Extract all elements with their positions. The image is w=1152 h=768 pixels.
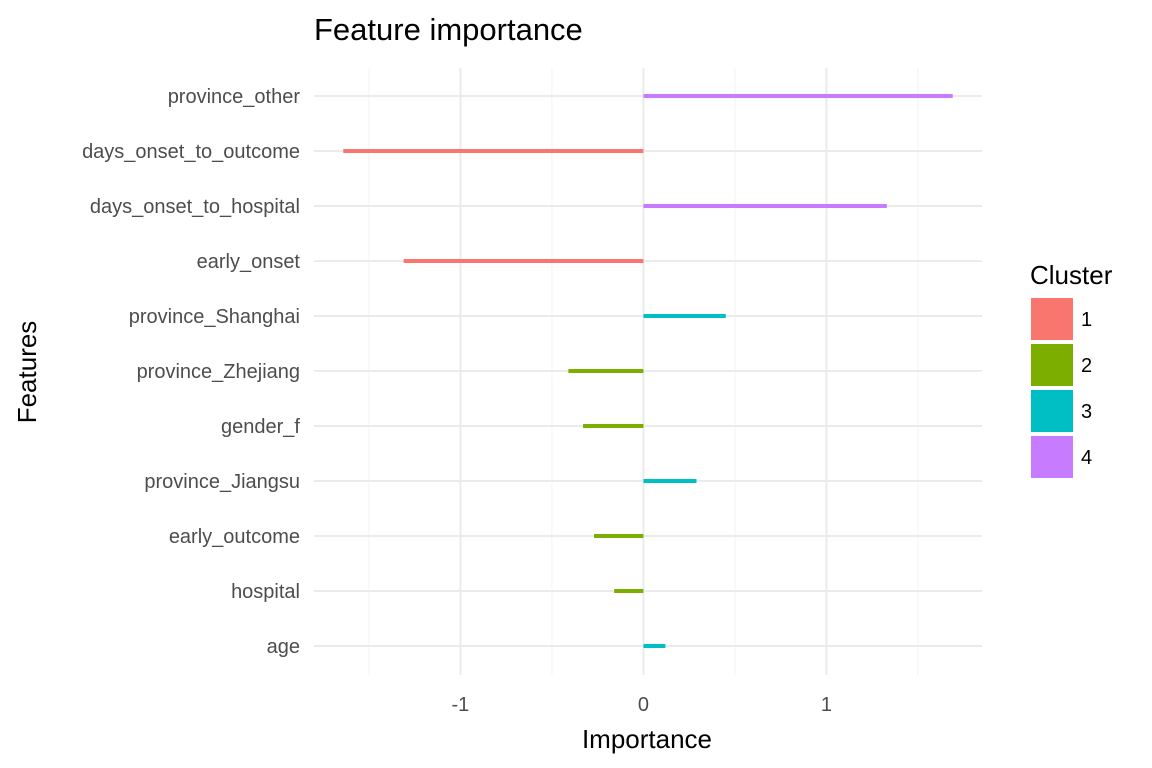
bar-days-onset-to-outcome: [343, 149, 644, 153]
y-tick-label: province_other: [168, 86, 301, 108]
y-tick-label: gender_f: [221, 416, 300, 438]
legend: Cluster 1 2 3 4: [1030, 260, 1113, 478]
legend-label: 3: [1081, 401, 1092, 423]
y-tick-labels: province_other days_onset_to_outcome days_…: [82, 86, 300, 658]
x-tick-label: 0: [638, 694, 649, 716]
y-axis-title: Features: [12, 321, 42, 424]
bars: [343, 94, 953, 648]
chart-title: Feature importance: [314, 12, 583, 47]
legend-key-3: [1031, 390, 1073, 432]
y-tick-label: province_Shanghai: [129, 306, 300, 328]
y-tick-label: early_outcome: [169, 526, 300, 548]
legend-key-1: [1031, 298, 1073, 340]
y-tick-label: province_Jiangsu: [144, 471, 300, 493]
bar-early-outcome: [594, 534, 644, 538]
grid: [314, 68, 982, 675]
legend-key-2: [1031, 344, 1073, 386]
bar-age: [643, 644, 666, 648]
y-tick-label: province_Zhejiang: [137, 361, 300, 383]
bar-days-onset-to-hospital: [643, 204, 887, 208]
bar-province-jiangsu: [643, 479, 697, 483]
y-tick-label: days_onset_to_hospital: [90, 196, 300, 218]
x-tick-labels: -1 0 1: [452, 694, 832, 716]
legend-key-4: [1031, 436, 1073, 478]
bar-early-onset: [403, 259, 644, 263]
legend-label: 4: [1081, 447, 1092, 469]
bar-province-other: [643, 94, 953, 98]
legend-label: 1: [1081, 309, 1092, 331]
bar-province-shanghai: [643, 314, 726, 318]
x-tick-label: -1: [452, 694, 470, 716]
bar-gender-f: [583, 424, 644, 428]
x-axis-title: Importance: [582, 724, 712, 754]
bar-province-zhejiang: [568, 369, 644, 373]
y-tick-label: early_onset: [197, 251, 301, 273]
bar-hospital: [614, 589, 644, 593]
legend-title: Cluster: [1030, 260, 1113, 290]
y-tick-label: days_onset_to_outcome: [82, 141, 300, 163]
legend-label: 2: [1081, 355, 1092, 377]
y-tick-label: hospital: [231, 581, 300, 603]
y-tick-label: age: [267, 636, 300, 658]
x-tick-label: 1: [821, 694, 832, 716]
